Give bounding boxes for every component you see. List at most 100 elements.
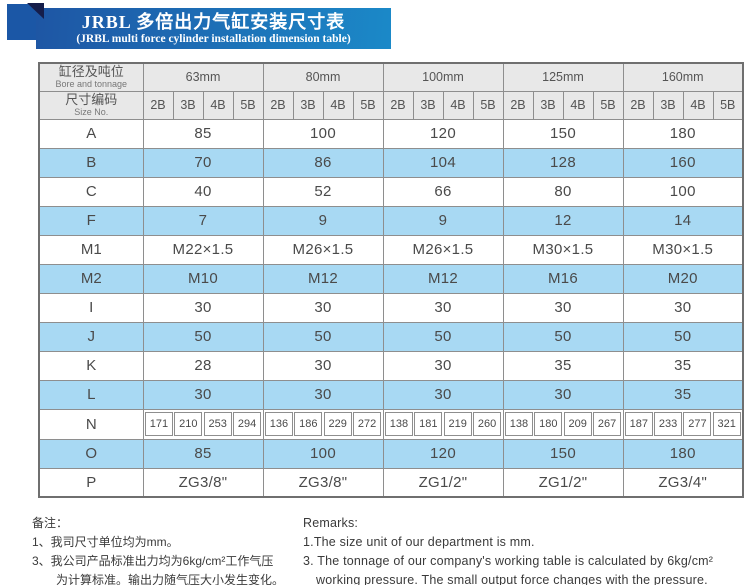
row-label: F <box>38 205 144 236</box>
row-label: J <box>38 321 144 352</box>
n-value-box: 187 <box>624 412 653 436</box>
n-value-box: 138 <box>384 412 413 436</box>
value-cell: M20 <box>622 263 744 294</box>
size-code-header: 5B <box>472 90 504 120</box>
n-value-box: 233 <box>654 412 683 436</box>
value-cell: 9 <box>262 205 384 236</box>
size-no-header: 尺寸编码 Size No. <box>38 90 144 120</box>
value-cell: 100 <box>262 118 384 149</box>
size-code-header: 3B <box>532 90 564 120</box>
value-cell: M10 <box>142 263 264 294</box>
size-code-header: 4B <box>322 90 354 120</box>
n-value-box: 253 <box>203 412 232 436</box>
value-cell: 50 <box>382 321 504 352</box>
dimension-table: 缸径及吨位 Bore and tonnage 63mm 80mm 100mm 125mm 1… <box>38 62 744 498</box>
remarks-en: Remarks: 1.The size unit of our departme… <box>303 514 745 585</box>
value-cell: 50 <box>502 321 624 352</box>
row-label: M2 <box>38 263 144 294</box>
table-row-N: N 171 210 253 294 136 186 229 272 138 181 219 260 138… <box>38 408 744 440</box>
value-cell: 28 <box>142 350 264 381</box>
value-cell: 30 <box>382 292 504 323</box>
value-cell: 180 <box>622 438 744 469</box>
value-cell: 100 <box>262 438 384 469</box>
row-label: N <box>38 408 144 440</box>
value-cell: 30 <box>262 350 384 381</box>
row-label: K <box>38 350 144 381</box>
n-value-box: 219 <box>443 412 472 436</box>
table-row-A: A 85 100 120 150 180 <box>38 118 744 149</box>
n-value-box: 210 <box>174 412 203 436</box>
bore-header-125mm: 125mm <box>502 62 624 92</box>
value-cell: 150 <box>502 118 624 149</box>
n-value-box: 181 <box>414 412 443 436</box>
table-row-J: J 50 50 50 50 50 <box>38 321 744 352</box>
remark-line: 3、我公司产品标准出力均为6kg/cm²工作气压 <box>32 554 274 568</box>
value-cell: ZG3/4" <box>622 467 744 498</box>
value-cell: 30 <box>142 379 264 410</box>
bore-header-160mm: 160mm <box>622 62 744 92</box>
n-value-box: 186 <box>294 412 323 436</box>
table-row-B: B 70 86 104 128 160 <box>38 147 744 178</box>
value-cell: 40 <box>142 176 264 207</box>
remarks-en-heading: Remarks: <box>303 516 359 530</box>
n-value-wrap: 187 233 277 321 <box>624 410 742 438</box>
bore-tonnage-header: 缸径及吨位 Bore and tonnage <box>38 62 144 92</box>
n-value-wrap: 171 210 253 294 <box>144 410 262 438</box>
remark-line: working pressure. The small output force… <box>316 573 708 585</box>
value-cell: 30 <box>262 379 384 410</box>
value-cell: M12 <box>262 263 384 294</box>
n-value-box: 260 <box>473 412 502 436</box>
value-cell: M26×1.5 <box>382 234 504 265</box>
size-code-header: 4B <box>202 90 234 120</box>
table-row-O: O 85 100 120 150 180 <box>38 438 744 469</box>
value-cell: M26×1.5 <box>262 234 384 265</box>
value-cell: 30 <box>262 292 384 323</box>
remarks-zh-heading: 备注： <box>32 516 69 530</box>
row-label: A <box>38 118 144 149</box>
value-cell: 30 <box>142 292 264 323</box>
n-value-box: 209 <box>563 412 592 436</box>
value-cell: M12 <box>382 263 504 294</box>
title-banner: JRBL 多倍出力气缸安装尺寸表 (JRBL multi force cylin… <box>36 8 391 49</box>
size-code-header: 2B <box>262 90 294 120</box>
value-cell: 30 <box>502 292 624 323</box>
size-code-header: 5B <box>712 90 744 120</box>
value-cell: ZG1/2" <box>382 467 504 498</box>
n-value-box: 277 <box>683 412 712 436</box>
size-code-header: 2B <box>142 90 174 120</box>
n-value-box: 294 <box>233 412 262 436</box>
size-code-header: 3B <box>292 90 324 120</box>
value-cell: 120 <box>382 438 504 469</box>
value-cell: 35 <box>622 350 744 381</box>
page-subtitle: (JRBL multi force cylinder installation … <box>76 32 351 45</box>
table-row-K: K 28 30 30 35 35 <box>38 350 744 381</box>
n-value-box: 267 <box>593 412 622 436</box>
n-value-box: 229 <box>323 412 352 436</box>
value-cell: 66 <box>382 176 504 207</box>
value-cell: 50 <box>622 321 744 352</box>
value-cell: M30×1.5 <box>502 234 624 265</box>
remark-line: 1.The size unit of our department is mm. <box>303 535 535 549</box>
n-value-wrap: 138 181 219 260 <box>384 410 502 438</box>
value-cell: 104 <box>382 147 504 178</box>
value-cell: ZG3/8" <box>262 467 384 498</box>
size-code-header: 3B <box>172 90 204 120</box>
value-group: 187 233 277 321 <box>622 408 744 440</box>
bore-header-100mm: 100mm <box>382 62 504 92</box>
value-cell: 50 <box>262 321 384 352</box>
n-value-box: 138 <box>504 412 533 436</box>
value-cell: 180 <box>622 118 744 149</box>
value-cell: M30×1.5 <box>622 234 744 265</box>
size-code-header: 3B <box>412 90 444 120</box>
size-no-label-zh: 尺寸编码 <box>65 92 118 107</box>
row-label: L <box>38 379 144 410</box>
bore-header-63mm: 63mm <box>142 62 264 92</box>
size-code-header: 5B <box>592 90 624 120</box>
table-row-F: F 7 9 9 12 14 <box>38 205 744 236</box>
value-cell: M16 <box>502 263 624 294</box>
size-code-header: 4B <box>562 90 594 120</box>
size-no-label-en: Size No. <box>74 107 109 117</box>
value-cell: 80 <box>502 176 624 207</box>
table-row-M1: M1 M22×1.5 M26×1.5 M26×1.5 M30×1.5 M30×1.5 <box>38 234 744 265</box>
